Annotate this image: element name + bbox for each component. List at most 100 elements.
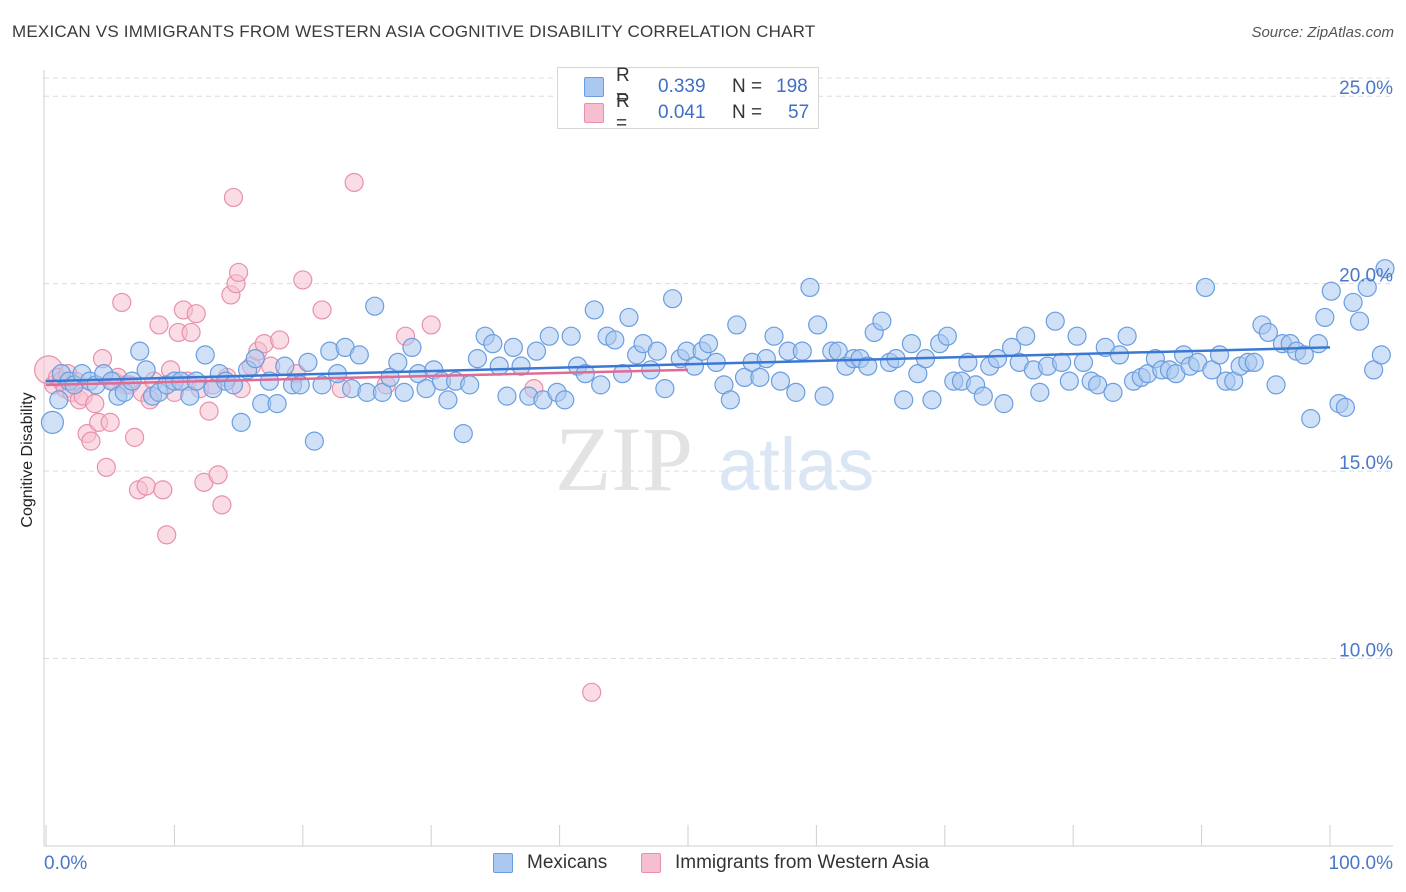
blue-point (792, 341, 812, 361)
blue-swatch (584, 77, 604, 97)
pink-point (208, 465, 228, 485)
blue-point (561, 326, 581, 346)
pink-point (582, 682, 602, 702)
blue-point (394, 382, 414, 402)
watermark: ZIP atlas (555, 408, 874, 510)
blue-point (1103, 382, 1123, 402)
blue-point (555, 390, 575, 410)
blue-point (901, 334, 922, 354)
blue-point (1030, 382, 1050, 402)
source-label: Source: ZipAtlas.com (1251, 24, 1394, 41)
blue-point (1315, 307, 1335, 328)
blue-point (800, 277, 820, 298)
pink-point (181, 322, 201, 343)
r-value: 0.041 (658, 102, 706, 123)
blue-point (1087, 375, 1108, 395)
blue-point (1109, 345, 1130, 365)
legend-label: Mexicans (527, 852, 608, 873)
tick-labels: 10.0% 15.0% 20.0% 25.0% 0.0% 100.0% (44, 78, 1393, 874)
blue-point (584, 300, 604, 320)
blue-point (994, 394, 1014, 414)
blue-point (720, 390, 740, 410)
blue-point (453, 424, 473, 444)
blue-point (503, 337, 523, 358)
pink-point (223, 187, 244, 208)
blue-point (684, 356, 705, 376)
blue-point (1375, 259, 1395, 279)
blue-point (1343, 292, 1363, 313)
pink-trend-line (45, 368, 689, 387)
y-tick-label: 20.0% (1339, 266, 1393, 287)
blue-point (438, 390, 458, 410)
blue-point (1059, 371, 1079, 391)
blue-point (349, 345, 369, 365)
blue-point (130, 341, 150, 361)
y-axis-label: Cognitive Disability (19, 392, 36, 528)
blue-point (275, 356, 295, 376)
blue-point (304, 431, 324, 451)
blue-point (223, 375, 244, 395)
blue-point (483, 334, 503, 354)
blue-point (894, 390, 914, 410)
blue-point (786, 382, 806, 402)
watermark-atlas: atlas (718, 423, 874, 506)
blue-point (605, 330, 625, 350)
n-value: 198 (776, 76, 808, 97)
blue-point (195, 345, 215, 365)
blue-point (136, 360, 156, 380)
blue-point (40, 410, 65, 434)
r-value: 0.339 (658, 76, 706, 97)
blue-point (122, 371, 142, 391)
pink-point (112, 292, 132, 313)
blue-point (511, 356, 531, 376)
blue-point (1052, 352, 1072, 373)
blue-trend-line (45, 346, 1331, 383)
stats-legend-row-blue: R = 0.339 N = 198 (584, 65, 808, 108)
pink-swatch (641, 853, 661, 873)
axes (43, 70, 1393, 847)
pink-point (186, 304, 206, 324)
pink-point (199, 401, 219, 421)
blue-point (808, 315, 828, 335)
blue-point (1321, 281, 1341, 301)
blue-point (764, 326, 784, 346)
blue-point (1045, 311, 1065, 331)
pink-point (312, 300, 332, 320)
blue-point (858, 356, 878, 376)
blue-point (497, 386, 517, 406)
blue-point (698, 334, 719, 354)
blue-point (814, 386, 834, 406)
blue-point (662, 289, 683, 309)
legend-item-western-asia: Immigrants from Western Asia (641, 852, 929, 874)
blue-point (1371, 345, 1391, 365)
blue-point (1258, 322, 1278, 343)
blue-point (591, 375, 611, 395)
blue-point (49, 390, 69, 410)
blue-point (922, 390, 942, 410)
y-tick-label: 15.0% (1339, 453, 1393, 474)
pink-point (124, 427, 145, 447)
blue-point (460, 375, 480, 395)
blue-point (365, 296, 385, 316)
pink-point (344, 172, 364, 193)
blue-point (750, 367, 770, 388)
x-tick-label: 0.0% (44, 853, 87, 874)
blue-point (1294, 345, 1314, 365)
blue-point (1016, 326, 1036, 346)
pink-point (212, 495, 232, 515)
blue-point (1202, 360, 1222, 380)
blue-point (756, 349, 776, 369)
blue-point (872, 311, 892, 331)
pink-point (153, 480, 173, 500)
blue-point (1364, 360, 1384, 380)
blue-point (267, 394, 287, 414)
blue-point (402, 337, 422, 358)
blue-point (908, 364, 928, 384)
y-tick-label: 10.0% (1339, 641, 1393, 662)
blue-point (1244, 352, 1264, 373)
blue-point (489, 356, 509, 376)
y-tick-label: 25.0% (1339, 78, 1393, 99)
blue-point (1349, 311, 1370, 331)
series-legend: Mexicans Immigrants from Western Asia (0, 852, 1406, 876)
